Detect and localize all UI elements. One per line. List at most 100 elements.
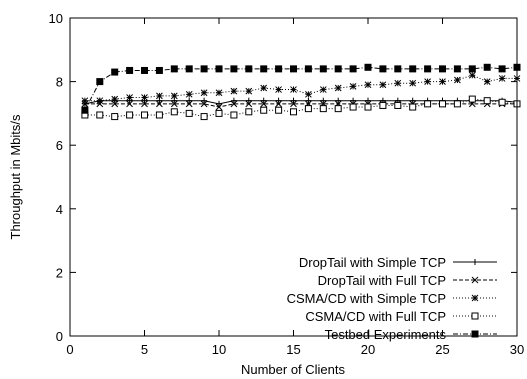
data-point (186, 97, 193, 104)
data-point (96, 100, 104, 108)
data-point (141, 111, 148, 119)
data-point (379, 65, 387, 73)
data-point (409, 65, 417, 73)
data-point (111, 113, 119, 121)
data-point (170, 100, 178, 108)
data-point (275, 86, 282, 93)
legend-marker (472, 259, 478, 265)
data-point (498, 75, 506, 82)
data-point (349, 83, 357, 90)
data-point (185, 65, 193, 73)
data-point (215, 65, 223, 73)
y-tick-label: 8 (56, 75, 63, 90)
data-point (155, 66, 163, 74)
data-point (81, 97, 89, 105)
data-point (350, 97, 357, 104)
data-point (275, 100, 282, 108)
data-point (305, 90, 312, 98)
data-point (215, 109, 223, 117)
x-axis-label: Number of Clients (241, 362, 346, 377)
data-point (498, 65, 506, 73)
data-point (349, 103, 357, 111)
data-point (126, 100, 133, 108)
data-point (81, 106, 89, 114)
data-point (111, 95, 119, 103)
legend-marker (471, 330, 479, 338)
data-point (454, 76, 461, 84)
data-point (200, 113, 208, 121)
data-point (230, 100, 238, 108)
x-tick-label: 25 (435, 342, 449, 357)
data-point (170, 92, 178, 100)
x-tick-label: 30 (510, 342, 524, 357)
data-point (111, 68, 119, 76)
legend-entry: CSMA/CD with Full TCP (305, 309, 497, 324)
data-point (245, 100, 253, 108)
data-point (498, 98, 506, 106)
data-point (185, 90, 193, 98)
data-point (215, 89, 223, 97)
x-tick-label: 5 (141, 342, 148, 357)
data-point (439, 100, 446, 108)
data-point (394, 79, 402, 87)
legend-label: CSMA/CD with Full TCP (305, 309, 446, 324)
data-point (200, 65, 208, 73)
data-point (319, 86, 327, 93)
data-point (260, 106, 268, 114)
data-point (126, 111, 134, 119)
data-point (320, 97, 327, 104)
y-tick-label: 2 (56, 265, 63, 280)
data-point (483, 78, 491, 85)
data-point (394, 65, 402, 73)
data-point (290, 97, 297, 104)
data-point (409, 103, 417, 111)
data-point (424, 65, 432, 73)
legend-label: CSMA/CD with Simple TCP (287, 291, 446, 306)
data-point (290, 108, 297, 116)
data-point (126, 66, 134, 74)
data-point (245, 108, 253, 116)
legend-label: Testbed Experiments (325, 327, 447, 342)
data-point (304, 65, 312, 73)
x-tick-label: 20 (361, 342, 375, 357)
series-4 (81, 95, 521, 121)
data-point (304, 105, 312, 113)
data-point (200, 89, 208, 97)
data-point (319, 105, 327, 113)
data-point (334, 65, 342, 73)
y-axis-label: Throughput in Mbits/s (8, 114, 23, 240)
data-point (439, 78, 446, 85)
data-point (185, 100, 193, 108)
data-point (334, 84, 342, 92)
data-point (290, 100, 297, 108)
data-point (439, 65, 446, 73)
data-point (96, 78, 104, 86)
data-point (156, 100, 163, 108)
axis-ticks: 0 5 10 15 20 25 30 0 2 4 6 8 10 (49, 11, 525, 357)
plot-marks (81, 63, 521, 121)
data-point (185, 109, 193, 117)
legend-entry: CSMA/CD with Simple TCP (287, 291, 497, 306)
data-point (260, 65, 268, 73)
data-point (155, 111, 163, 119)
data-point (245, 65, 253, 73)
data-point (141, 100, 148, 108)
data-point (170, 65, 178, 73)
series-3 (81, 71, 521, 105)
data-point (126, 94, 133, 101)
data-point (260, 100, 268, 108)
data-point (230, 65, 238, 73)
data-point (305, 97, 312, 104)
data-point (260, 84, 268, 92)
data-point (379, 101, 387, 109)
data-point (156, 92, 163, 100)
data-point (468, 71, 476, 79)
data-point (275, 97, 282, 104)
data-point (141, 66, 148, 74)
data-point (394, 101, 402, 109)
plot-frame (69, 17, 518, 337)
legend-entry: DropTail with Simple TCP (299, 255, 497, 270)
data-point (245, 97, 252, 104)
data-point (290, 65, 297, 73)
data-point (409, 97, 416, 104)
